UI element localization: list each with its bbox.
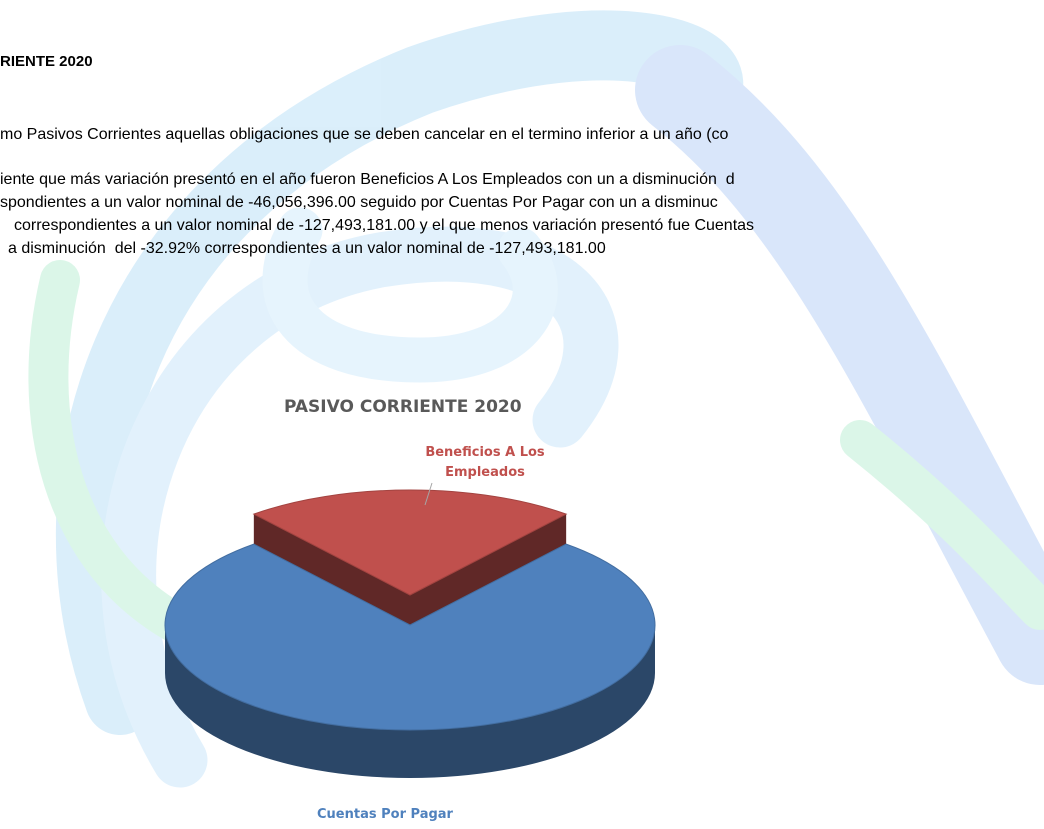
slice-label: Cuentas Por Pagar — [317, 807, 453, 822]
heading: RIENTE 2020 — [0, 53, 93, 70]
paragraph-line: correspondientes a un valor nominal de -… — [14, 217, 755, 234]
chart-title: PASIVO CORRIENTE 2020 — [284, 397, 522, 417]
slice-wall — [165, 625, 655, 778]
slice-label: Beneficios A Los Empleados — [425, 445, 545, 481]
slice — [252, 489, 568, 596]
leader-line — [424, 482, 433, 506]
slice — [164, 543, 656, 731]
intro-text: mo Pasivos Corrientes aquellas obligacio… — [0, 126, 729, 143]
paragraph-line: spondientes a un valor nominal de -46,05… — [0, 194, 718, 211]
paragraph-line: a disminución del -32.92% correspondient… — [8, 240, 606, 257]
paragraph-line: iente que más variación presentó en el a… — [0, 171, 735, 188]
